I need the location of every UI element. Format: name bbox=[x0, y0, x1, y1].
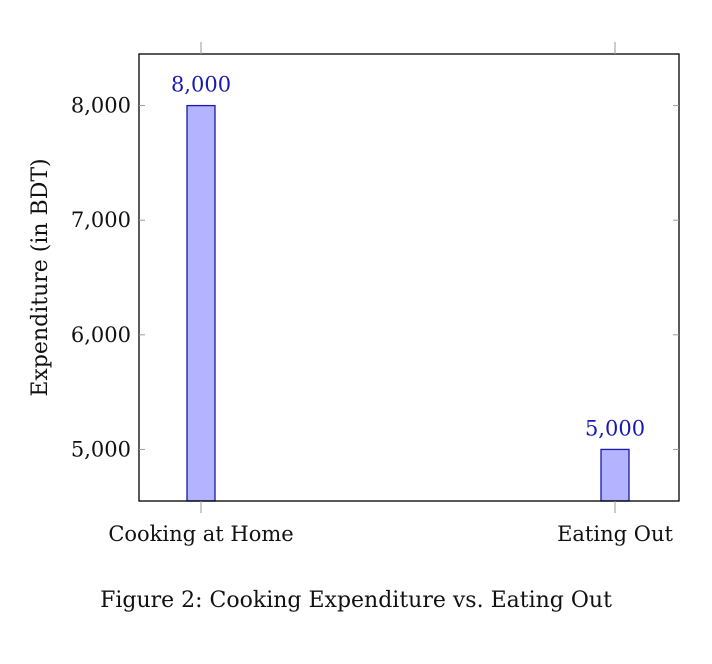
data-label: 5,000 bbox=[585, 416, 645, 440]
x-tick-label: Eating Out bbox=[557, 522, 673, 546]
bar-chart: 5,000 6,000 7,000 8,000 Cooking at Home Eatin… bbox=[28, 42, 680, 546]
bar bbox=[600, 448, 630, 502]
figure-caption: Figure 2: Cooking Expenditure vs. Eating… bbox=[100, 588, 612, 613]
y-tick-label: 5,000 bbox=[71, 437, 131, 461]
plot-frame bbox=[138, 53, 680, 502]
data-label: 8,000 bbox=[171, 73, 231, 97]
bar bbox=[186, 104, 216, 502]
y-axis-title: Expenditure (in BDT) bbox=[28, 158, 53, 396]
y-tick-label: 7,000 bbox=[71, 208, 131, 232]
y-tick-label: 8,000 bbox=[71, 94, 131, 118]
y-tick-label: 6,000 bbox=[71, 323, 131, 347]
x-tick-label: Cooking at Home bbox=[108, 522, 293, 546]
